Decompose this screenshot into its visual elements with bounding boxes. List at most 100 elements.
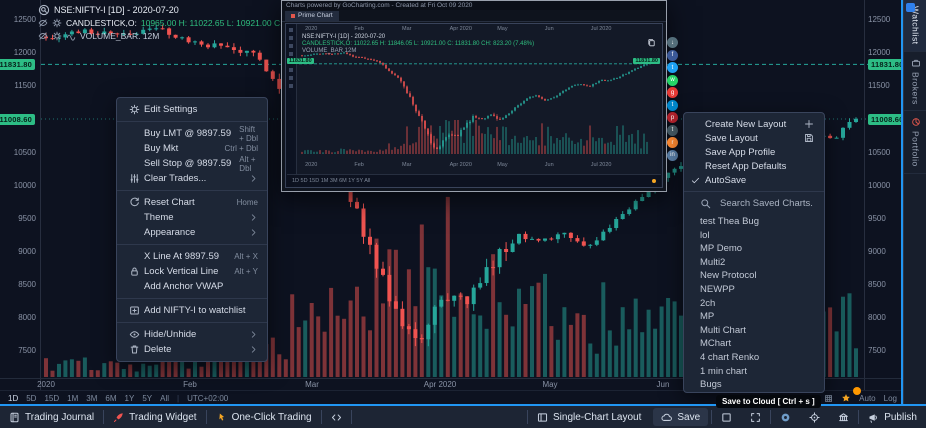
menu-item[interactable]: Theme	[117, 210, 267, 225]
menu-item[interactable]: Lock Vertical Line Alt + Y	[117, 264, 267, 279]
price-tick: 12000	[868, 48, 891, 57]
mini-time-tick: Mar	[402, 162, 412, 168]
widget-icon	[113, 412, 124, 423]
saved-chart-item[interactable]: MP	[700, 311, 715, 323]
screenshot-status-dot	[652, 179, 656, 183]
menu-item[interactable]: Buy Mkt Ctrl + Dbl	[117, 141, 267, 156]
saved-chart-item[interactable]: Multi Chart	[700, 324, 746, 336]
saved-chart-item[interactable]: Multi2	[700, 256, 726, 268]
range-button-5d[interactable]: 5D	[26, 393, 37, 403]
copy-icon[interactable]	[647, 38, 656, 47]
share-linkedin-icon[interactable]: in	[667, 149, 678, 161]
notification-dot[interactable]	[853, 387, 861, 395]
range-button-15d[interactable]: 15D	[44, 393, 60, 403]
saved-chart-item[interactable]: Bugs	[700, 379, 722, 391]
right-sidebar: Watchlist Brokers Portfolio	[903, 0, 926, 404]
submenu-chevron-icon	[249, 345, 258, 354]
saved-charts-search[interactable]	[684, 192, 824, 215]
sidebar-tab-watchlist[interactable]: Watchlist	[904, 0, 926, 52]
saved-chart-item[interactable]: 2ch	[700, 297, 716, 309]
menu-item-shortcut: Alt + Dbl	[239, 154, 256, 173]
menu-item[interactable]: Add NIFTY-I to watchlist	[117, 303, 267, 318]
toolbar-separator	[320, 410, 322, 424]
code-button[interactable]	[322, 406, 351, 428]
layout-menu-item[interactable]: Save Layout	[684, 131, 824, 145]
screenshot-toolbar-strip	[286, 24, 297, 187]
sidebar-tab-brokers[interactable]: Brokers	[904, 52, 926, 112]
menu-item[interactable]: Buy LMT @ 9897.59 Shift + Dbl	[117, 125, 267, 143]
share-download-icon[interactable]: ↓	[667, 37, 678, 48]
price-badge: 11008.60	[868, 114, 907, 125]
range-button-all[interactable]: All	[160, 393, 170, 403]
menu-item[interactable]: Appearance	[117, 225, 267, 240]
menu-item[interactable]: Hide/Unhide	[117, 327, 267, 342]
saved-chart-item[interactable]: 4 chart Renko	[700, 351, 760, 363]
range-button-1m[interactable]: 1M	[67, 393, 79, 403]
square-button[interactable]	[712, 406, 741, 428]
chart-screenshot-overlay[interactable]: Charts powered by GoCharting.com - Creat…	[281, 0, 667, 192]
menu-item[interactable]: Edit Settings	[117, 102, 267, 117]
legend-candle-row: CANDLESTICK,O: 10965.00 H: 11022.65 L: 1…	[38, 16, 315, 29]
menu-item[interactable]: Sell Stop @ 9897.59 Alt + Dbl	[117, 154, 267, 173]
menu-item[interactable]: Delete	[117, 342, 267, 357]
share-googleplus-icon[interactable]: g	[667, 87, 678, 98]
saved-chart-item[interactable]: 1 min chart	[700, 365, 747, 377]
one-click-trading-button[interactable]: One-Click Trading	[207, 406, 321, 428]
range-button-1y[interactable]: 1Y	[124, 393, 135, 403]
share-telegram-icon[interactable]: t	[667, 99, 678, 111]
hide-series-icon[interactable]	[38, 18, 48, 28]
star-icon[interactable]	[841, 393, 851, 403]
search-saved-charts-input[interactable]	[718, 197, 818, 210]
timezone-label[interactable]: UTC+02:00	[187, 393, 229, 403]
saved-chart-item[interactable]: New Protocol	[700, 270, 757, 282]
trading-journal-button[interactable]: Trading Journal	[0, 406, 103, 428]
log-scale-label[interactable]: Log	[883, 393, 897, 403]
price-tick: 10500	[13, 148, 36, 157]
auto-scale-label[interactable]: Auto	[859, 393, 876, 403]
price-tick: 12000	[13, 48, 36, 57]
menu-item[interactable]: X Line At 9897.59 Alt + X	[117, 249, 267, 264]
hide-volume-icon[interactable]	[38, 31, 48, 41]
sidebar-tab-label: Brokers	[910, 71, 921, 105]
share-tumblr-icon[interactable]: t	[667, 124, 678, 136]
publish-button[interactable]: Publish	[859, 406, 926, 428]
trading-widget-button[interactable]: Trading Widget	[104, 406, 205, 428]
range-button-5y[interactable]: 5Y	[142, 393, 153, 403]
single-chart-layout-button[interactable]: Single-Chart Layout	[528, 406, 650, 428]
price-tick: 8000	[18, 313, 36, 322]
price-tick: 12500	[868, 15, 891, 24]
range-button-1d[interactable]: 1D	[8, 393, 19, 403]
saved-chart-item[interactable]: MChart	[700, 338, 732, 350]
menu-item[interactable]: Reset Chart Home	[117, 195, 267, 210]
range-button-3m[interactable]: 3M	[86, 393, 98, 403]
share-twitter-icon[interactable]: t	[667, 62, 678, 73]
save-button[interactable]: Save	[653, 408, 709, 426]
share-reddit-icon[interactable]: r	[667, 137, 678, 148]
share-facebook-icon[interactable]: f	[667, 49, 678, 61]
layout-menu-item[interactable]: Save App Profile	[684, 145, 824, 159]
layout-menu-item[interactable]: Reset App Defaults	[684, 159, 824, 173]
menu-item[interactable]: Clear Trades...	[117, 171, 267, 186]
layout-menu-item[interactable]: AutoSave	[684, 173, 824, 187]
saved-chart-item[interactable]: NEWPP	[700, 283, 735, 295]
menu-item[interactable]: Add Anchor VWAP	[117, 279, 267, 294]
volume-settings-icon[interactable]	[52, 31, 62, 41]
series-settings-icon[interactable]	[52, 18, 62, 28]
saved-chart-item[interactable]: test Thea Bug	[700, 216, 759, 227]
sidebar-tab-portfolio[interactable]: Portfolio	[904, 111, 926, 175]
share-whatsapp-icon[interactable]: w	[667, 74, 678, 86]
saved-chart-item[interactable]: lol	[700, 229, 710, 241]
layout-menu-item[interactable]: Create New Layout	[684, 117, 824, 131]
range-button-6m[interactable]: 6M	[105, 393, 117, 403]
screenshot-price-badge-right: 11831.80	[633, 58, 660, 64]
grid-icon[interactable]	[824, 394, 833, 403]
bank-button[interactable]	[829, 406, 858, 428]
saved-chart-item[interactable]: MP Demo	[700, 243, 743, 255]
zoom-icon[interactable]	[38, 4, 50, 16]
expand-button[interactable]	[741, 406, 770, 428]
menu-item-shortcut: Alt + Y	[234, 267, 258, 276]
panel-toggle-icon[interactable]	[906, 3, 915, 12]
snapshot-button[interactable]	[771, 406, 800, 428]
target-button[interactable]	[800, 406, 829, 428]
share-pinterest-icon[interactable]: p	[667, 112, 678, 123]
